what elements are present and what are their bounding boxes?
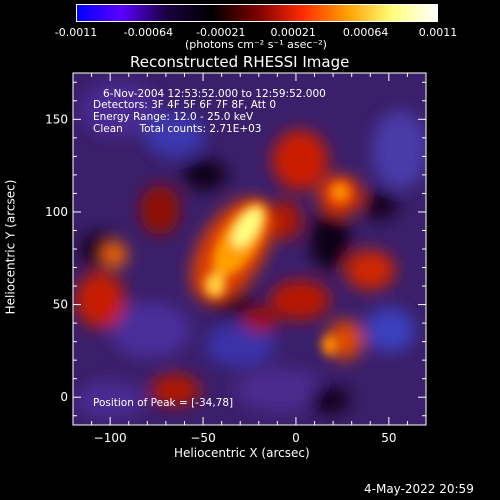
x-tick-label: 0 (292, 431, 300, 445)
colorbar-tick-label: -0.00064 (123, 26, 174, 39)
y-tick-label: 150 (45, 112, 68, 126)
colorbar (76, 4, 438, 22)
peak-position-label: Position of Peak = [-34,78] (93, 397, 234, 409)
x-tick-label: −100 (94, 431, 127, 445)
annotation-time-range: 6-Nov-2004 12:53:52.000 to 12:59:52.000 (103, 88, 326, 100)
colorbar-tick-label: -0.0011 (54, 26, 98, 39)
y-tick-label: 50 (53, 298, 68, 312)
annotation-clean-counts: Clean Total counts: 2.71E+03 (93, 123, 262, 135)
colorbar-tick-label: 0.0011 (418, 26, 458, 39)
annotation-energy-range: Energy Range: 12.0 - 25.0 keV (93, 111, 254, 123)
heatmap-image (73, 73, 426, 425)
x-tick-label: −50 (190, 431, 215, 445)
y-tick-label: 100 (45, 205, 68, 219)
colorbar-tick-label: -0.00021 (196, 26, 246, 39)
chart-title: Reconstructed RHESSI Image (130, 53, 350, 71)
y-axis-label: Heliocentric Y (arcsec) (3, 179, 18, 315)
colorbar-unit-label: (photons cm⁻² s⁻¹ asec⁻²) (185, 38, 327, 51)
annotation-detectors: Detectors: 3F 4F 5F 6F 7F 8F, Att 0 (93, 99, 277, 111)
colorbar-tick-label: 0.00064 (342, 26, 389, 39)
footer-date: 4-May-2022 20:59 (364, 482, 474, 496)
colorbar-tick-label: 0.00021 (270, 26, 316, 39)
y-tick-label: 0 (60, 390, 68, 404)
x-axis-label: Heliocentric X (arcsec) (174, 446, 310, 460)
x-tick-label: 50 (381, 431, 396, 445)
